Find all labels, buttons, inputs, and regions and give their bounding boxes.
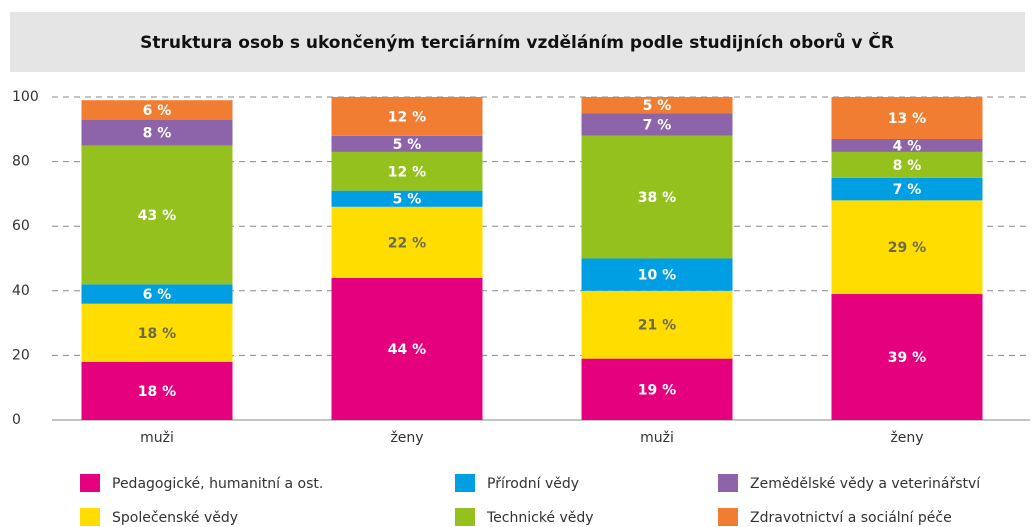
- value-label: 12 %: [388, 164, 426, 180]
- value-label: 13 %: [888, 111, 926, 127]
- value-label: 44 %: [388, 342, 426, 358]
- value-label: 22 %: [388, 235, 426, 251]
- x-tick-label: muži: [640, 430, 674, 446]
- value-label: 6 %: [143, 287, 172, 303]
- value-label: 39 %: [888, 350, 926, 366]
- legend-swatch: [80, 474, 100, 492]
- value-label: 21 %: [638, 318, 676, 334]
- value-label: 29 %: [888, 240, 926, 256]
- value-label: 6 %: [143, 103, 172, 119]
- value-label: 43 %: [138, 208, 176, 224]
- bar-segment: [81, 284, 233, 304]
- x-tick-label: ženy: [890, 430, 923, 446]
- value-label: 7 %: [893, 182, 922, 198]
- x-tick-label: muži: [140, 430, 174, 446]
- y-tick-label: 80: [12, 154, 30, 170]
- bar-segment: [831, 177, 983, 201]
- chart-title: Struktura osob s ukončeným terciárním vz…: [140, 31, 894, 53]
- bar-segment: [81, 119, 233, 146]
- legend-swatch: [455, 508, 475, 526]
- value-label: 38 %: [638, 190, 676, 206]
- legend-label: Technické vědy: [486, 510, 594, 526]
- bar-segment: [331, 190, 483, 207]
- y-tick-label: 100: [12, 89, 39, 105]
- value-label: 8 %: [893, 158, 922, 174]
- value-label: 8 %: [143, 126, 172, 142]
- legend-swatch: [718, 474, 738, 492]
- legend-label: Zemědělské vědy a veterinářství: [750, 476, 981, 492]
- bar-segment: [831, 200, 983, 295]
- y-tick-label: 0: [12, 412, 21, 428]
- bar-segment: [81, 361, 233, 420]
- bar-segment: [81, 303, 233, 362]
- bar-segment: [331, 135, 483, 152]
- legend-swatch: [80, 508, 100, 526]
- value-label: 7 %: [643, 117, 672, 133]
- y-tick-label: 20: [12, 347, 30, 363]
- value-label: 5 %: [393, 192, 422, 208]
- value-label: 5 %: [393, 137, 422, 153]
- x-tick-label: ženy: [390, 430, 423, 446]
- legend-label: Pedagogické, humanitní a ost.: [112, 476, 323, 492]
- legend-label: Společenské vědy: [112, 510, 238, 526]
- bar-segment: [831, 294, 983, 420]
- bar-segment: [331, 206, 483, 278]
- y-tick-label: 60: [12, 218, 30, 234]
- legend-label: Přírodní vědy: [487, 476, 579, 492]
- bar-segment: [831, 151, 983, 178]
- legend-swatch: [718, 508, 738, 526]
- legend-swatch: [455, 474, 475, 492]
- value-label: 10 %: [638, 268, 676, 284]
- bar-segment: [581, 97, 733, 114]
- value-label: 19 %: [638, 382, 676, 398]
- bar-segment: [831, 97, 983, 139]
- value-label: 4 %: [893, 138, 922, 154]
- bar-segment: [81, 145, 233, 285]
- bar-segment: [81, 100, 233, 120]
- y-tick-label: 40: [12, 283, 30, 299]
- bar-segment: [831, 138, 983, 152]
- bar-segment: [581, 135, 733, 259]
- bar-segment: [331, 97, 483, 136]
- bar-segment: [331, 277, 483, 420]
- value-label: 5 %: [643, 98, 672, 114]
- bar-segment: [581, 113, 733, 136]
- legend-label: Zdravotnictví a sociální péče: [750, 510, 952, 526]
- value-label: 12 %: [388, 109, 426, 125]
- bar-segment: [581, 258, 733, 291]
- value-label: 18 %: [138, 326, 176, 342]
- value-label: 18 %: [138, 384, 176, 400]
- bar-segment: [331, 151, 483, 191]
- title-band: [10, 12, 1025, 72]
- bar-segment: [581, 290, 733, 359]
- bar-segment: [581, 358, 733, 420]
